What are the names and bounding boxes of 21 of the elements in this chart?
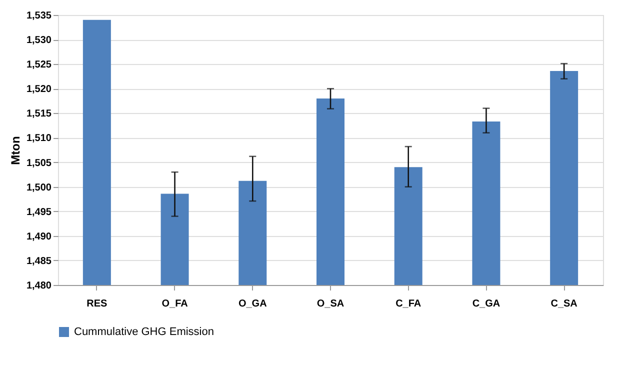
x-tick-label: O_GA — [238, 298, 267, 310]
y-tick-label: 1,510 — [26, 133, 52, 144]
x-tick-label: C_GA — [472, 298, 500, 310]
y-tick-label: 1,505 — [26, 158, 52, 169]
legend-label: Cummulative GHG Emission — [74, 326, 214, 338]
y-tick-label: 1,525 — [26, 60, 52, 71]
x-tick-label: C_SA — [550, 298, 578, 310]
y-tick-label: 1,535 — [26, 10, 52, 22]
y-tick-label: 1,490 — [26, 231, 52, 242]
y-tick-label: 1,480 — [26, 280, 52, 292]
y-tick-label: 1,495 — [26, 206, 52, 218]
x-tick-label: C_FA — [396, 298, 422, 310]
y-tick-label: 1,530 — [26, 35, 52, 46]
y-tick-label: 1,520 — [26, 84, 52, 96]
y-tick-label: 1,500 — [26, 182, 52, 194]
y-tick-label: 1,485 — [26, 256, 52, 267]
y-axis-title: Mton — [8, 136, 22, 165]
x-tick-label: RES — [86, 298, 108, 310]
x-tick-label: O_FA — [162, 298, 188, 310]
x-tick-label: O_SA — [316, 298, 344, 310]
y-tick-label: 1,515 — [26, 108, 52, 120]
